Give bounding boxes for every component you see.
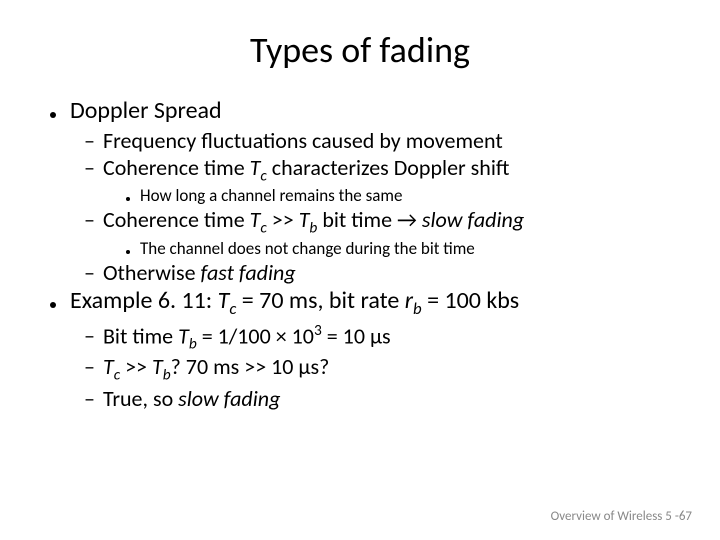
slide-footer: Overview of Wireless 5 -67 xyxy=(551,509,692,524)
dash-icon: – xyxy=(84,385,95,412)
bullet-text: True, so slow fading xyxy=(103,385,280,412)
bullet-dot-icon xyxy=(50,112,56,118)
bullet-dot-icon xyxy=(50,302,56,308)
bullet-text: Bit time Tb = 1/100 × 103 = 10 µs xyxy=(103,321,391,354)
slide-title: Types of fading xyxy=(40,28,680,72)
bullet-doppler: Doppler Spread xyxy=(50,96,680,125)
bullet-text: How long a channel remains the same xyxy=(140,185,402,206)
dash-icon: – xyxy=(84,322,95,349)
bullet-text: Example 6. 11: Tc = 70 ms, bit rate rb =… xyxy=(70,286,519,319)
bullet-dot-icon xyxy=(126,250,130,254)
bullet-channel-no-change: The channel does not change during the b… xyxy=(126,238,680,259)
bullet-slow-fading: – Coherence time Tc >> Tb bit time → slo… xyxy=(84,206,680,237)
bullet-text: Frequency fluctuations caused by movemen… xyxy=(103,127,503,154)
bullet-text: The channel does not change during the b… xyxy=(140,238,475,259)
dash-icon: – xyxy=(84,259,95,286)
bullet-comparison: – Tc >> Tb? 70 ms >> 10 µs? xyxy=(84,353,680,384)
bullet-dot-icon xyxy=(126,197,130,201)
bullet-text: Coherence time Tc >> Tb bit time → slow … xyxy=(103,206,524,237)
bullet-text: Coherence time Tc characterizes Doppler … xyxy=(103,154,509,185)
bullet-conclusion: – True, so slow fading xyxy=(84,385,680,412)
bullet-bit-time: – Bit time Tb = 1/100 × 103 = 10 µs xyxy=(84,321,680,354)
bullet-freq-fluct: – Frequency fluctuations caused by movem… xyxy=(84,127,680,154)
dash-icon: – xyxy=(84,353,95,380)
dash-icon: – xyxy=(84,127,95,154)
bullet-text: Tc >> Tb? 70 ms >> 10 µs? xyxy=(103,353,329,384)
dash-icon: – xyxy=(84,154,95,181)
bullet-example: Example 6. 11: Tc = 70 ms, bit rate rb =… xyxy=(50,286,680,319)
bullet-text: Doppler Spread xyxy=(70,96,222,125)
dash-icon: – xyxy=(84,206,95,233)
bullet-coherence-time: – Coherence time Tc characterizes Dopple… xyxy=(84,154,680,185)
bullet-fast-fading: – Otherwise fast fading xyxy=(84,259,680,286)
bullet-how-long: How long a channel remains the same xyxy=(126,185,680,206)
bullet-text: Otherwise fast fading xyxy=(103,259,296,286)
